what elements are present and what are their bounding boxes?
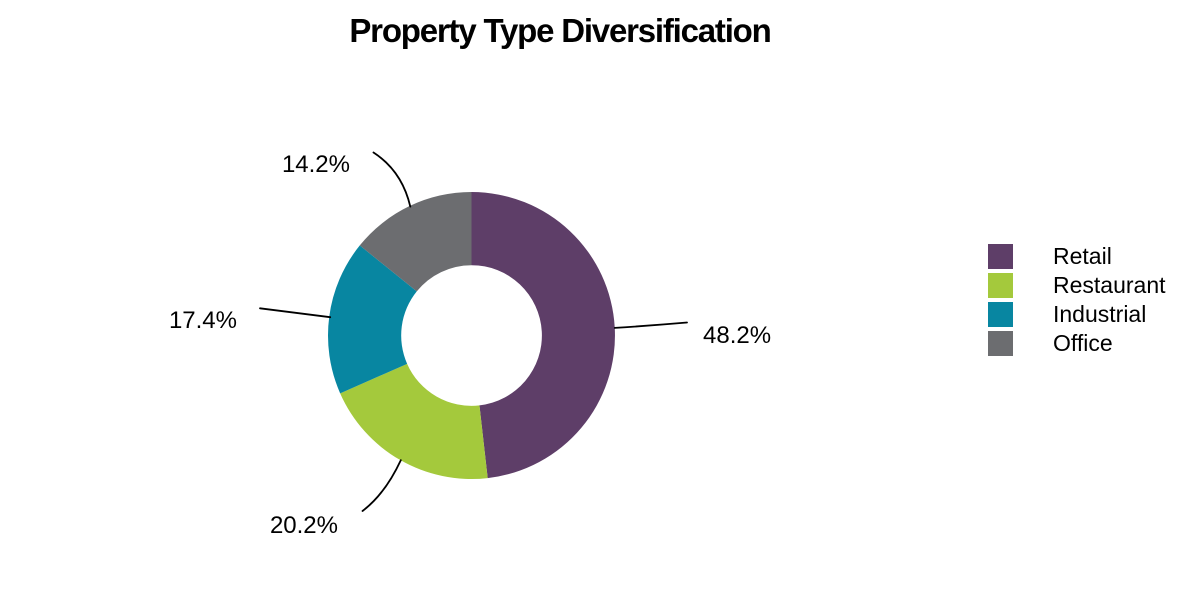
legend-label-industrial: Industrial: [1053, 301, 1147, 327]
leader-line-retail: [613, 321, 688, 329]
legend-item-retail: Retail: [988, 244, 1166, 269]
leader-line-industrial: [259, 307, 332, 319]
legend-label-restaurant: Restaurant: [1053, 272, 1166, 298]
legend-item-restaurant: Restaurant: [988, 273, 1166, 298]
value-label-industrial: 17.4%: [169, 307, 237, 334]
legend-swatch-office: [988, 331, 1013, 356]
legend-label-office: Office: [1053, 330, 1113, 356]
value-label-office: 14.2%: [282, 151, 350, 178]
legend-item-office: Office: [988, 331, 1166, 356]
legend-swatch-retail: [988, 244, 1013, 269]
donut-slice-retail: [471, 192, 615, 479]
value-label-restaurant: 20.2%: [270, 512, 338, 539]
legend-item-industrial: Industrial: [988, 302, 1166, 327]
chart-title: Property Type Diversification: [349, 12, 771, 49]
donut-slice-office: [359, 192, 472, 292]
leader-line-restaurant: [361, 459, 402, 512]
donut-slice-industrial: [327, 245, 417, 394]
legend-swatch-industrial: [988, 302, 1013, 327]
chart-legend: Retail Restaurant Industrial Office: [988, 244, 1166, 360]
leader-line-office: [372, 151, 412, 208]
value-label-retail: 48.2%: [703, 322, 771, 349]
donut-slice-restaurant: [340, 363, 488, 479]
legend-label-retail: Retail: [1053, 243, 1112, 269]
legend-swatch-restaurant: [988, 273, 1013, 298]
